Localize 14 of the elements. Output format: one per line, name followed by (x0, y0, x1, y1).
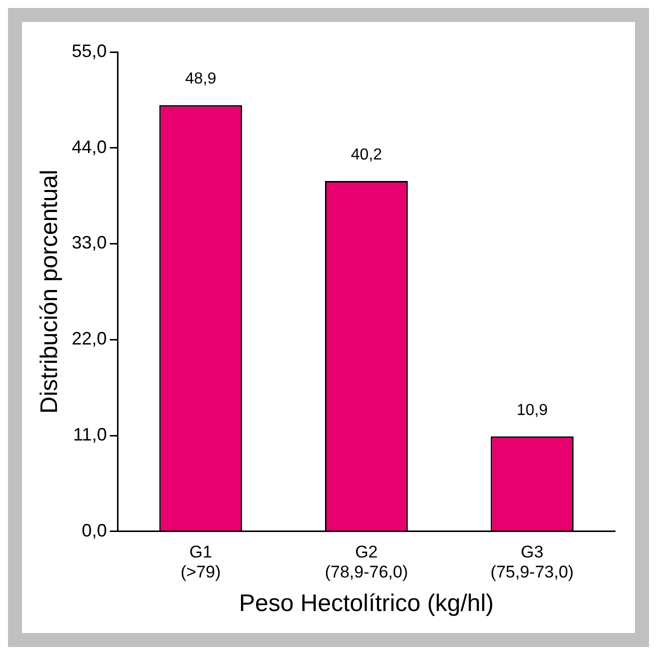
data-label: 48,9 (185, 70, 216, 88)
y-tick-label: 0,0 (82, 520, 107, 540)
y-axis-title: Distribución porcentual (36, 170, 64, 414)
y-tick-label: 11,0 (73, 424, 107, 444)
x-tick-label: G1 (>79) (180, 542, 221, 582)
data-label: 40,2 (350, 146, 382, 164)
y-tick-label: 44,0 (72, 136, 107, 157)
data-label: 10,9 (516, 402, 548, 419)
y-tick-label: 33,0 (72, 232, 107, 253)
y-tick-label: 55,0 (72, 40, 107, 61)
x-tick-label: G3 (75,9-73,0) (490, 542, 574, 582)
x-axis-title: Peso Hectolítrico (kg/hl) (239, 590, 494, 618)
x-tick-label: G2 (78,9-76,0) (324, 542, 408, 582)
y-tick-label: 22,0 (72, 328, 107, 349)
